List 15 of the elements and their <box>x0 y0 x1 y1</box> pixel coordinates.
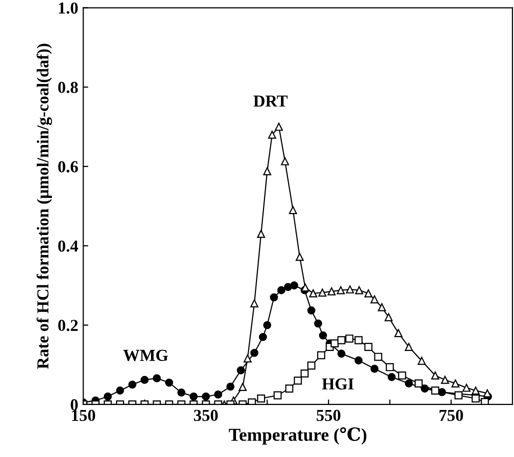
y-tick-label: 0 <box>70 399 78 410</box>
series-label: DRT <box>254 96 288 107</box>
x-axis-title: Temperature (℃) <box>228 427 366 445</box>
series-label: HGI <box>322 378 354 390</box>
y-axis-title: Rate of HCl formation (μmol/min/g-coal(daf)) <box>36 44 52 369</box>
series-label: WMG <box>123 350 168 362</box>
x-tick-label: 350 <box>194 410 218 422</box>
y-tick-label: 0.4 <box>58 240 78 252</box>
x-tick-label: 550 <box>316 410 340 422</box>
y-tick-label: 0.8 <box>58 82 78 94</box>
y-tick-label: 0.6 <box>58 161 78 172</box>
x-tick-label: 750 <box>440 410 464 422</box>
y-tick-label: 0.2 <box>58 320 78 332</box>
y-tick-label: 1.0 <box>58 2 78 14</box>
x-tick-label: 150 <box>72 410 96 422</box>
